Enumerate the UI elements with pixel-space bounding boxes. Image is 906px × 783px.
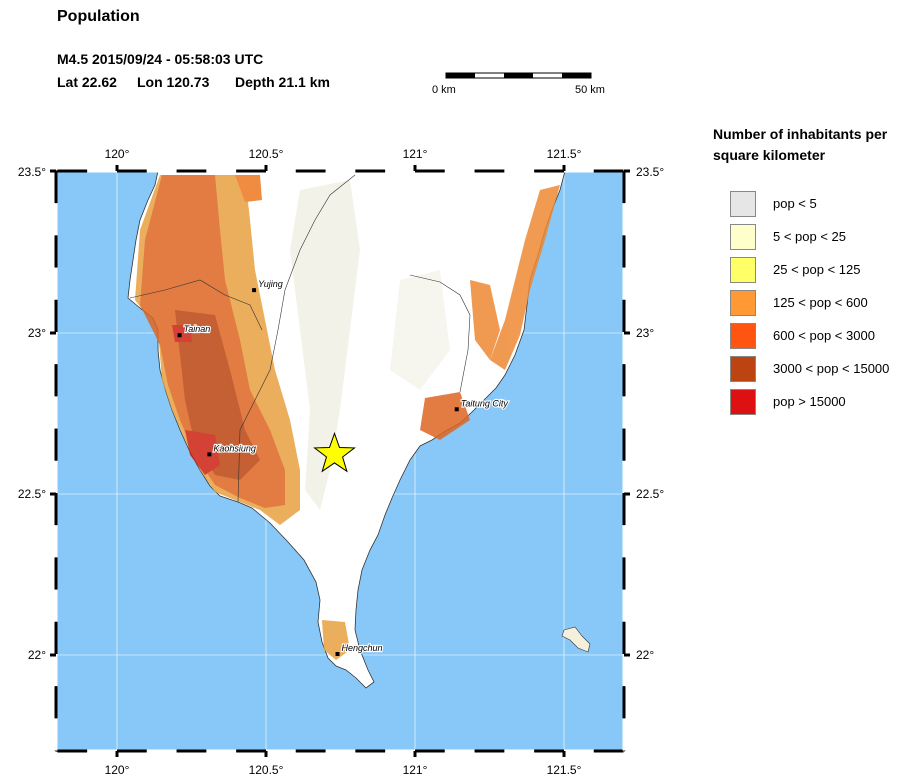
legend-label: 5 < pop < 25 <box>773 229 847 244</box>
legend-label: 600 < pop < 3000 <box>773 328 875 343</box>
event-lon: Lon 120.73 <box>137 74 210 90</box>
legend-item: 3000 < pop < 15000 <box>730 356 905 382</box>
lon-labels-bottom: 120° 120.5° 121° 121.5° <box>105 763 582 777</box>
city-label: Taitung City <box>461 398 509 408</box>
legend-label: 125 < pop < 600 <box>773 295 868 310</box>
lat-label: 22.5° <box>636 487 664 501</box>
city-marker <box>454 407 459 412</box>
lon-label: 121.5° <box>547 763 582 777</box>
city-marker <box>335 652 340 656</box>
epicenter-star-icon <box>313 431 356 473</box>
lon-label: 121.5° <box>547 147 582 161</box>
legend-label: pop > 15000 <box>773 394 846 409</box>
lon-label: 120.5° <box>249 147 284 161</box>
population-shading <box>135 175 560 660</box>
legend-item: 5 < pop < 25 <box>730 224 905 250</box>
frame-ticks <box>50 165 630 757</box>
lat-label: 23° <box>28 326 46 340</box>
legend-swatch <box>730 257 756 283</box>
legend-item: 600 < pop < 3000 <box>730 323 905 349</box>
scale-left-label: 0 km <box>432 84 456 96</box>
city-label: Kaohsiung <box>213 443 256 453</box>
legend-item: 125 < pop < 600 <box>730 290 905 316</box>
island <box>561 626 591 653</box>
lon-label: 120° <box>105 147 130 161</box>
lon-label: 121° <box>403 147 428 161</box>
lon-label: 120° <box>105 763 130 777</box>
lat-label: 22.5° <box>18 487 46 501</box>
lat-label: 23.5° <box>636 165 664 179</box>
lon-label: 120.5° <box>249 763 284 777</box>
scale-right-label: 50 km <box>575 84 605 96</box>
population-map: Yujing Tainan Kaohsiung Taitung City Hengchu… <box>18 147 665 777</box>
lat-label: 22° <box>28 648 46 662</box>
event-depth: Depth 21.1 km <box>235 74 330 90</box>
legend-label: 25 < pop < 125 <box>773 262 861 277</box>
legend-title: Number of inhabitants per square kilomet… <box>713 126 888 163</box>
admin-boundaries <box>129 174 471 503</box>
legend-label: pop < 5 <box>773 196 817 211</box>
legend-item: 25 < pop < 125 <box>730 257 905 283</box>
legend-swatch <box>730 323 756 349</box>
legend-label: 3000 < pop < 15000 <box>773 361 890 376</box>
lon-labels-top: 120° 120.5° 121° 121.5° <box>105 147 582 161</box>
event-lat: Lat 22.62 <box>57 74 117 90</box>
lat-labels-left: 23.5° 23° 22.5° 22° <box>18 165 46 662</box>
lat-label: 22° <box>636 648 654 662</box>
event-summary: M4.5 2015/09/24 - 05:58:03 UTC <box>57 51 264 67</box>
legend-swatch <box>730 224 756 250</box>
city-marker <box>207 452 212 457</box>
lon-label: 121° <box>403 763 428 777</box>
city-label: Yujing <box>258 279 283 289</box>
city-label: Hengchun <box>342 643 383 653</box>
legend-item: pop < 5 <box>730 191 905 217</box>
scale-bar <box>445 72 592 79</box>
page-title: Population <box>57 8 140 25</box>
legend-swatch <box>730 191 756 217</box>
legend-swatch <box>730 356 756 382</box>
legend-item: pop > 15000 <box>730 389 905 415</box>
lat-label: 23° <box>636 326 654 340</box>
event-location: Lat 22.62 Lon 120.73 Depth 21.1 km <box>57 74 330 90</box>
lat-label: 23.5° <box>18 165 46 179</box>
legend-swatch <box>730 290 756 316</box>
city-marker <box>252 288 257 293</box>
city-markers: Yujing Tainan Kaohsiung Taitung City Hengchu… <box>177 278 510 656</box>
legend-swatch <box>730 389 756 415</box>
lat-labels-right: 23.5° 23° 22.5° 22° <box>636 165 664 662</box>
city-label: Tainan <box>184 324 211 334</box>
city-marker <box>177 333 182 338</box>
